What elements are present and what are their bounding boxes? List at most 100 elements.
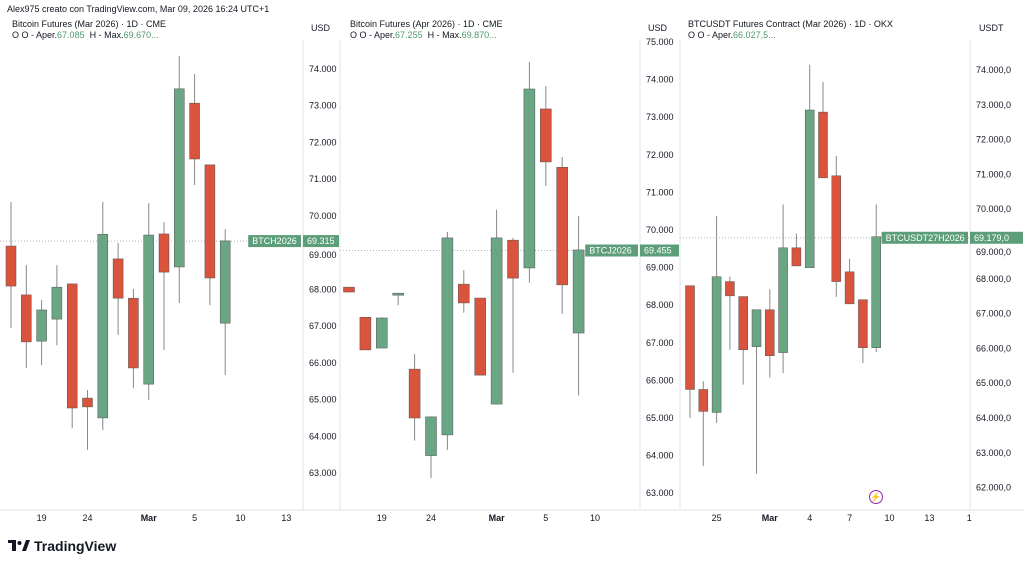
candle-body (474, 297, 486, 376)
symbol-label-bg (881, 231, 968, 244)
price-tick: 65.000 (309, 395, 337, 405)
price-tick: 63.000 (646, 488, 674, 498)
tradingview-logo: TradingView (8, 538, 116, 554)
panel-3-currency: USDT (979, 23, 1004, 33)
candle-body (540, 108, 552, 163)
price-tick: 64.000 (309, 431, 337, 441)
panel-2-currency: USD (648, 23, 668, 33)
price-tick: 64.000 (646, 451, 674, 461)
candle-body (204, 164, 216, 279)
time-tick: 4 (807, 513, 812, 523)
candle-body (871, 236, 881, 348)
time-tick: 19 (37, 513, 47, 523)
price-tick: 69.000 (309, 250, 337, 260)
candle-body (844, 271, 855, 305)
last-price-label: 69.455 (644, 245, 672, 255)
time-tick: 10 (884, 513, 894, 523)
price-tick: 70.000,0 (976, 204, 1011, 214)
candle-body (804, 109, 815, 268)
time-tick: 25 (712, 513, 722, 523)
symbol-label-bg (248, 235, 301, 248)
price-tick: 72.000,0 (976, 135, 1011, 145)
candle-body (556, 166, 568, 286)
candle-body (408, 368, 421, 419)
panel-2-title: Bitcoin Futures (Apr 2026) · 1D · CME O O… (350, 19, 503, 40)
candle-body (66, 283, 78, 409)
candle-body (738, 296, 748, 351)
time-tick: 10 (590, 513, 600, 523)
candle-body (458, 283, 470, 304)
last-price-label-bg (303, 235, 339, 248)
last-price-label: 69.315 (307, 236, 335, 246)
candle-body (523, 88, 536, 269)
candle-body (36, 309, 47, 342)
brand-name: TradingView (34, 538, 117, 554)
price-tick: 62.000,0 (976, 483, 1011, 493)
candle-body (791, 247, 802, 267)
candle-body (128, 297, 139, 369)
candle-body (725, 281, 735, 297)
price-tick: 65.000 (646, 413, 674, 423)
symbol-label-bg (585, 244, 638, 257)
candle-body (143, 234, 154, 385)
price-tick: 70.000 (309, 211, 337, 221)
price-tick: 73.000,0 (976, 100, 1011, 110)
price-tick: 73.000 (309, 101, 337, 111)
price-tick: 66.000 (646, 375, 674, 385)
price-tick: 74.000,0 (976, 65, 1011, 75)
price-tick: 74.000 (646, 75, 674, 85)
time-tick: 24 (82, 513, 92, 523)
tradingview-logo-icon (8, 540, 30, 551)
price-tick: 71.000,0 (976, 169, 1011, 179)
price-tick: 65.000,0 (976, 378, 1011, 388)
price-tick: 74.000 (309, 64, 337, 74)
candle-body (765, 309, 775, 356)
candle-body (97, 234, 109, 419)
time-tick: Mar (489, 513, 506, 523)
panel-1-title: Bitcoin Futures (Mar 2026) · 1D · CME O O… (12, 19, 167, 40)
candle-body (685, 285, 695, 390)
candle-body (189, 102, 200, 160)
panel-1-currency: USD (311, 23, 331, 33)
time-tick: 7 (847, 513, 852, 523)
time-tick: Mar (762, 513, 779, 523)
price-tick: 67.000 (646, 338, 674, 348)
symbol-label: BTCH2026 (252, 236, 297, 246)
last-price-label: 69.179,0 (974, 233, 1009, 243)
price-tick: 63.000 (309, 468, 337, 478)
price-tick: 68.000 (646, 300, 674, 310)
candle-body (698, 389, 709, 412)
candle-body (51, 286, 63, 320)
price-tick: 67.000 (309, 321, 337, 331)
time-tick: 5 (543, 513, 548, 523)
candle-body (507, 239, 519, 279)
candle-body (112, 258, 124, 299)
price-tick: 66.000 (309, 358, 337, 368)
candle-body (158, 233, 170, 273)
candle-body (21, 294, 32, 343)
time-tick: 5 (192, 513, 197, 523)
candle-body (82, 397, 93, 408)
candle-body (359, 316, 372, 351)
price-tick: 71.000 (309, 174, 337, 184)
candle-body (858, 299, 868, 348)
time-tick: 13 (924, 513, 934, 523)
candle-body (751, 309, 762, 347)
panel-3-title: BTCUSDT Futures Contract (Mar 2026) · 1D… (688, 19, 893, 40)
candle-body (818, 111, 828, 179)
time-tick: 1 (967, 513, 972, 523)
time-tick: 19 (377, 513, 387, 523)
candle-body (441, 237, 454, 436)
candle-body (376, 317, 388, 349)
price-tick: 69.000 (646, 263, 674, 273)
last-price-label-bg (640, 244, 679, 257)
lightning-icon[interactable]: ⚡ (869, 490, 883, 504)
price-tick: 63.000,0 (976, 448, 1011, 458)
candle-body (343, 286, 355, 293)
price-tick: 66.000,0 (976, 343, 1011, 353)
candle-body (392, 292, 404, 296)
price-tick: 71.000 (646, 187, 674, 197)
price-tick: 73.000 (646, 112, 674, 122)
price-tick: 72.000 (309, 137, 337, 147)
